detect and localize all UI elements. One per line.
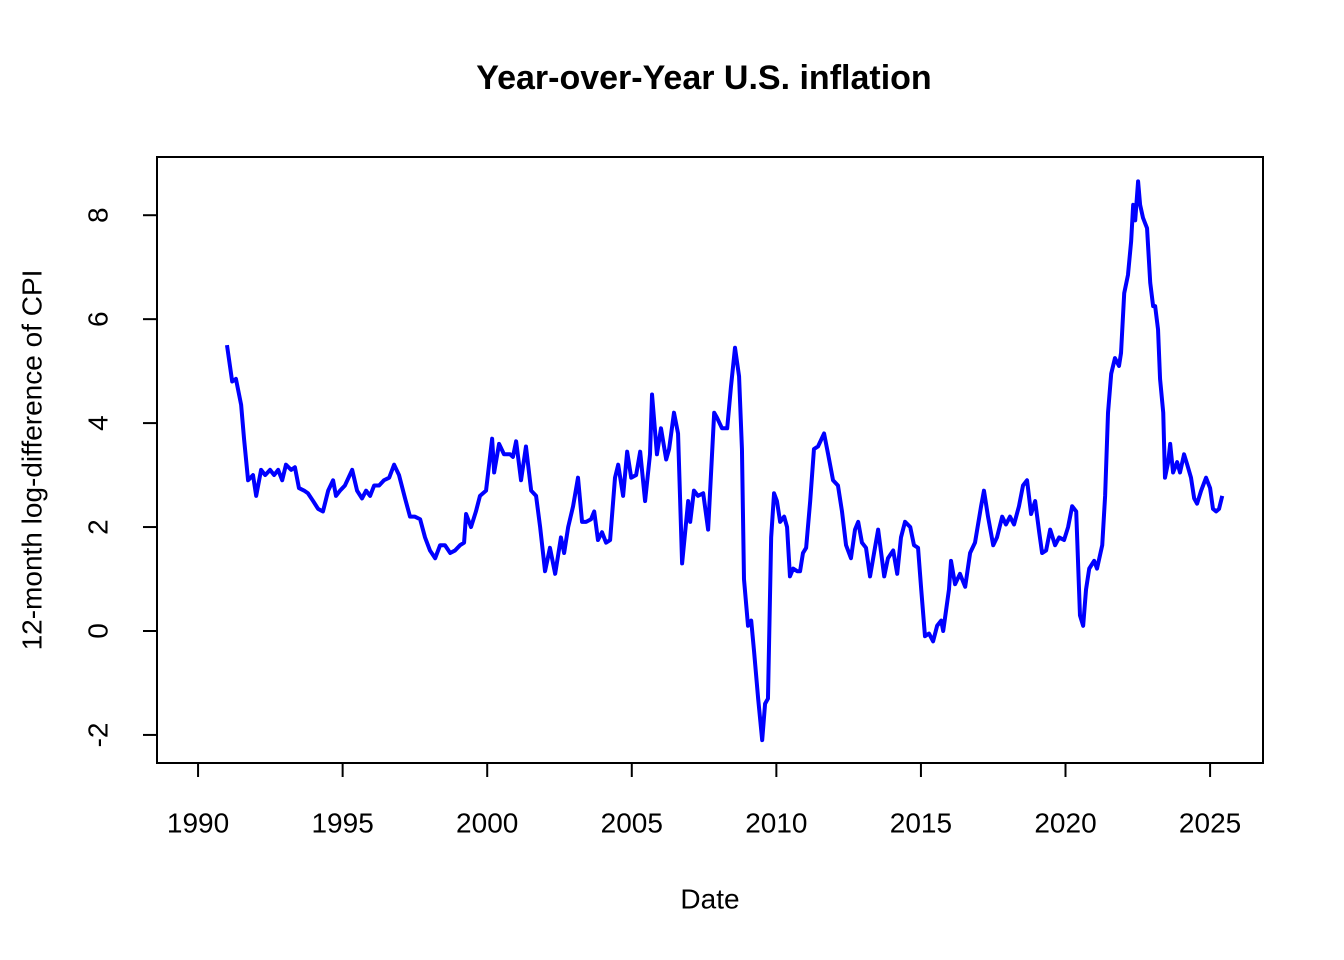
y-tick-label: 6 — [82, 311, 113, 327]
x-tick-label: 1995 — [311, 807, 373, 838]
y-tick-label: -2 — [82, 722, 113, 747]
x-tick-label: 2000 — [456, 807, 518, 838]
y-axis-label: 12-month log-difference of CPI — [16, 270, 47, 651]
x-tick-label: 2005 — [601, 807, 663, 838]
y-tick-label: 0 — [82, 623, 113, 639]
y-tick-label: 2 — [82, 519, 113, 535]
x-tick-label: 2025 — [1179, 807, 1241, 838]
x-axis-label: Date — [680, 883, 739, 914]
x-tick-label: 1990 — [167, 807, 229, 838]
data-line — [224, 179, 1225, 743]
x-tick-label: 2010 — [745, 807, 807, 838]
chart-title: Year-over-Year U.S. inflation — [476, 59, 931, 97]
x-tick-label: 2015 — [890, 807, 952, 838]
y-tick-label: 8 — [82, 207, 113, 223]
x-tick-label: 2020 — [1034, 807, 1096, 838]
y-tick-label: 4 — [82, 415, 113, 431]
